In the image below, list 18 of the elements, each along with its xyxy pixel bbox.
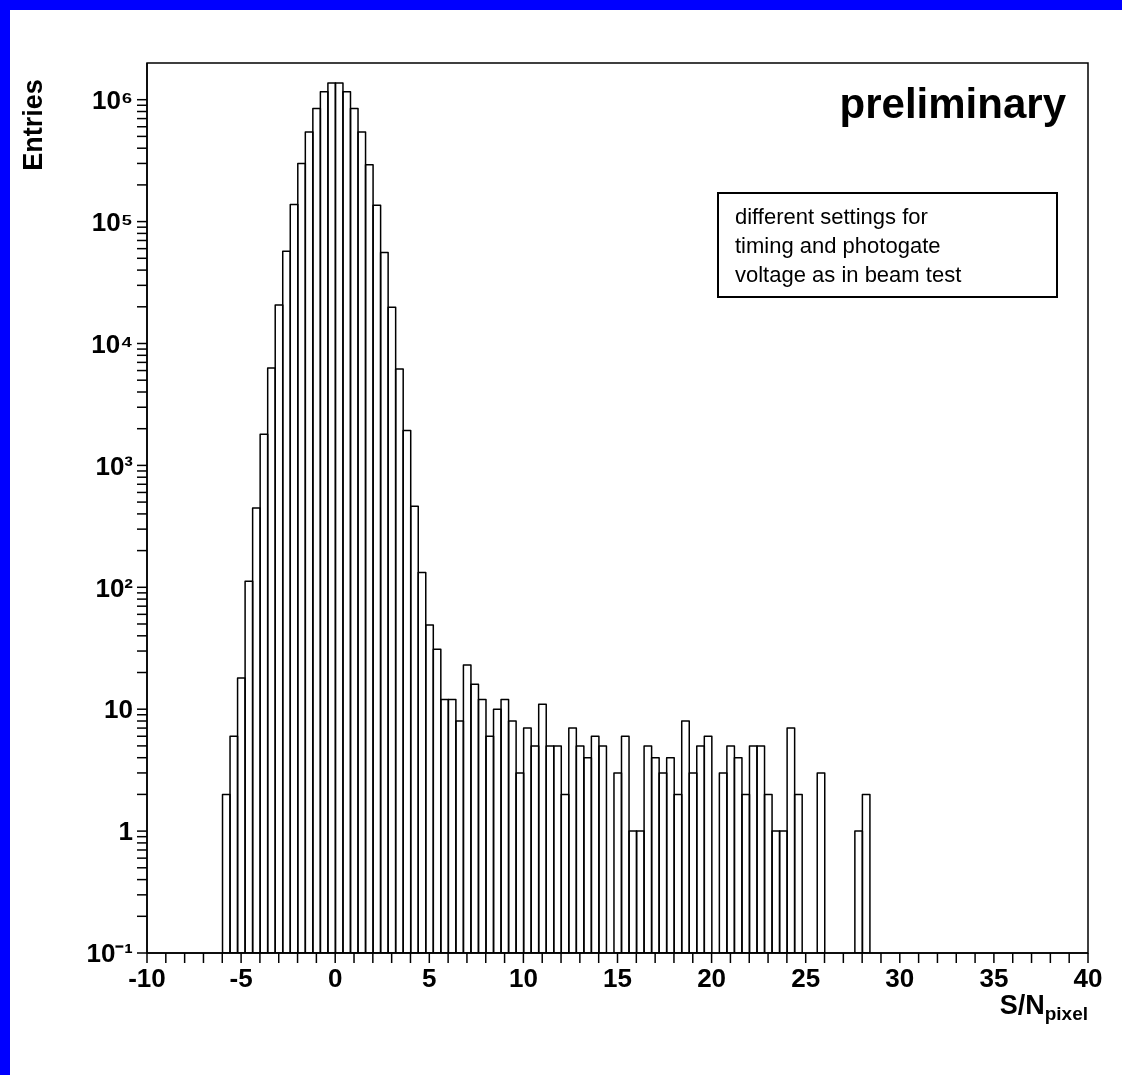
x-tick-label: 0: [327, 963, 343, 994]
y-tick-label: 10⁴: [91, 328, 133, 359]
x-tick-label: -5: [229, 963, 253, 994]
y-tick-label: 1: [118, 816, 133, 847]
x-tick-label: 5: [422, 963, 437, 994]
y-tick-label: 10³: [95, 450, 134, 481]
x-tick-label: 25: [791, 963, 821, 994]
x-tick-label: 20: [697, 963, 727, 994]
y-tick-label: 10⁶: [92, 84, 133, 115]
x-tick-label: 30: [885, 963, 915, 994]
annotation: different settings for timing and photogate voltage as in beam test: [735, 203, 962, 289]
y-tick-label: 10²: [95, 572, 134, 603]
x-tick-label: 10: [508, 963, 538, 994]
y-axis-title: Entries: [18, 79, 48, 171]
y-tick-label: 10⁵: [91, 206, 133, 237]
annotation: preliminary: [839, 80, 1066, 128]
x-tick-label: 15: [603, 963, 632, 994]
y-tick-label: 10: [104, 694, 133, 725]
